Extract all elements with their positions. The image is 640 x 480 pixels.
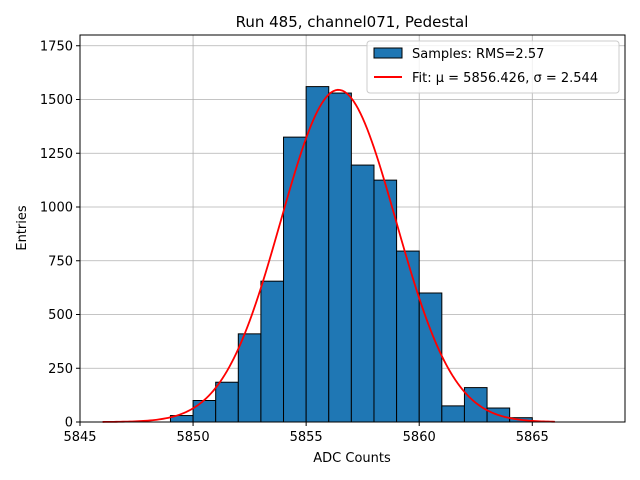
histogram-bar: [418, 292, 443, 423]
histogram-bar: [441, 405, 465, 423]
histogram-bar: [283, 136, 307, 423]
histogram-bar: [192, 400, 217, 423]
histogram-bar: [396, 250, 420, 423]
histogram-bar: [305, 86, 330, 423]
chart-title: Run 485, channel071, Pedestal: [236, 13, 469, 31]
y-tick-label: 250: [48, 362, 73, 377]
x-tick-label: 5855: [290, 430, 323, 445]
x-tick-label: 5865: [516, 430, 549, 445]
histogram-bar: [215, 381, 239, 423]
histogram-bar: [260, 280, 285, 423]
legend-box: [366, 40, 620, 94]
y-tick-label: 500: [48, 308, 73, 323]
plot-frame: [79, 34, 626, 423]
x-axis-ticks: 5845 5850 5855 5860 5865: [63, 422, 549, 445]
histogram-bars: [169, 86, 533, 423]
histogram-bar: [463, 387, 488, 423]
y-tick-label: 1750: [40, 39, 73, 54]
fit-curve: [102, 88, 555, 423]
y-axis-label: Entries: [15, 205, 30, 251]
y-tick-label: 1000: [40, 201, 73, 216]
x-tick-label: 5850: [177, 430, 210, 445]
x-tick-label: 5845: [63, 430, 96, 445]
y-tick-label: 0: [65, 416, 73, 431]
histogram-bar: [373, 179, 398, 423]
y-tick-label: 750: [48, 254, 73, 269]
y-tick-label: 1250: [40, 147, 73, 162]
y-tick-label: 1500: [40, 93, 73, 108]
legend-label-fit: Fit: μ = 5856.426, σ = 2.544: [412, 71, 598, 86]
legend-swatch-samples: [373, 47, 403, 59]
histogram-bar: [350, 164, 375, 423]
x-tick-label: 5860: [403, 430, 436, 445]
legend: Samples: RMS=2.57 Fit: μ = 5856.426, σ =…: [366, 40, 620, 94]
fit-curve-group: [102, 88, 555, 423]
histogram-bar: [328, 92, 352, 423]
x-axis-label: ADC Counts: [313, 451, 391, 466]
y-axis-ticks: 0 250 500 750 1000 1250 1500 1750: [40, 39, 80, 431]
histogram-bar: [237, 333, 262, 423]
legend-label-samples: Samples: RMS=2.57: [412, 47, 544, 62]
